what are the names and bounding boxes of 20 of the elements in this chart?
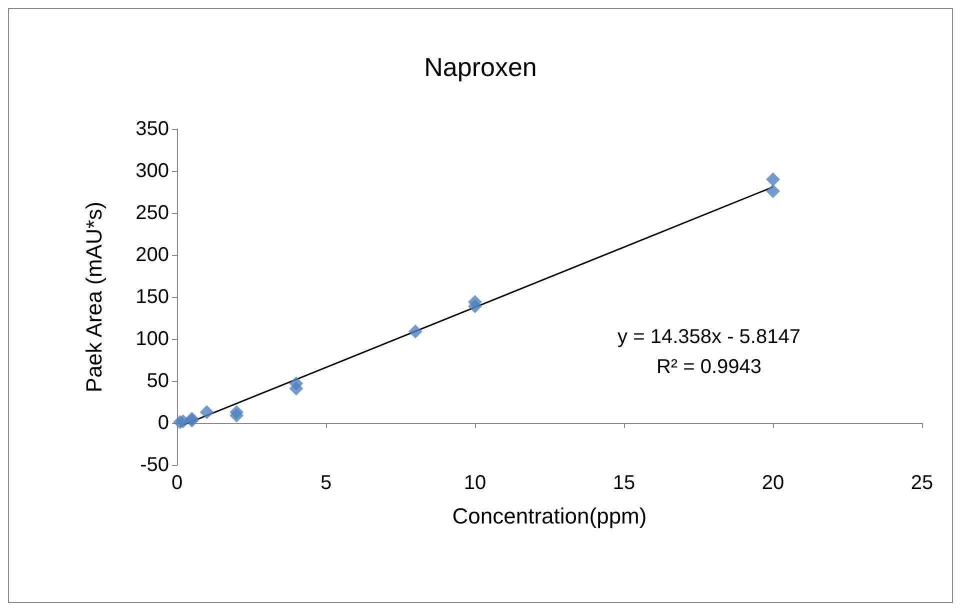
x-axis-title: Concentration(ppm) bbox=[452, 504, 647, 528]
x-tick-label: 10 bbox=[464, 472, 486, 494]
y-tick-label: 200 bbox=[136, 244, 169, 266]
chart-title: Naproxen bbox=[424, 52, 537, 82]
y-tick-label: 50 bbox=[146, 370, 169, 392]
y-tick-label: 0 bbox=[158, 412, 169, 434]
x-tick-label: 25 bbox=[910, 472, 934, 494]
x-tick-label: 20 bbox=[762, 472, 784, 494]
annotation: R² = 0.9943 bbox=[656, 356, 762, 378]
y-tick-label: -50 bbox=[140, 454, 169, 476]
y-tick-label: 150 bbox=[136, 286, 169, 308]
x-tick-label: 0 bbox=[171, 472, 183, 494]
y-tick-label: 100 bbox=[136, 328, 169, 350]
annotation: y = 14.358x - 5.8147 bbox=[618, 326, 800, 348]
y-tick-label: 350 bbox=[136, 118, 169, 140]
x-tick-label: 5 bbox=[320, 472, 332, 494]
x-tick-label: 15 bbox=[612, 472, 636, 494]
y-tick-label: 250 bbox=[136, 202, 169, 224]
y-tick-label: 300 bbox=[136, 160, 169, 182]
y-axis-title: Paek Area (mAU*s) bbox=[82, 202, 106, 392]
